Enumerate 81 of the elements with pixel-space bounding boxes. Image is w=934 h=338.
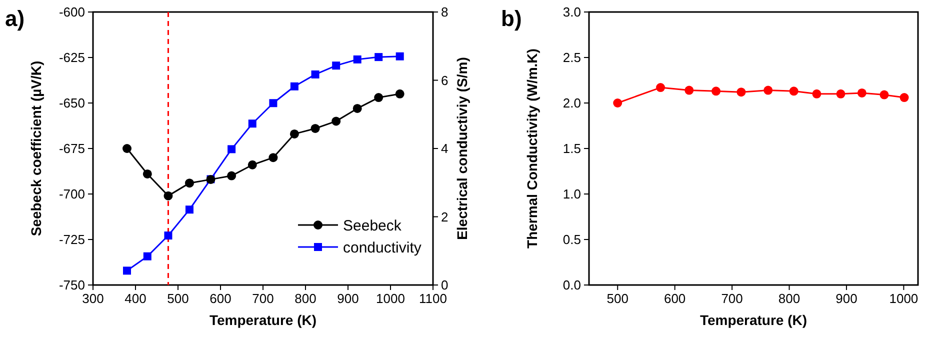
point xyxy=(164,191,173,200)
y-tick-label: 0.0 xyxy=(562,278,581,292)
y-tick-label: 2.0 xyxy=(562,96,581,110)
point xyxy=(184,178,194,188)
point xyxy=(164,232,172,240)
y-tick-label: 1.0 xyxy=(562,186,581,202)
y-tick-label: 3.0 xyxy=(562,4,581,20)
chart-title: a) xyxy=(5,6,25,31)
y-tick-label: -675 xyxy=(58,141,85,156)
chart-title: b) xyxy=(501,6,522,31)
point xyxy=(143,252,152,260)
point xyxy=(269,99,278,108)
y-tick-label: -650 xyxy=(58,96,85,110)
x-tick-label: 300 xyxy=(82,291,104,306)
y-tick-label: 0.5 xyxy=(562,232,581,247)
point xyxy=(812,89,822,98)
x-tick-label: 1000 xyxy=(889,291,918,306)
point xyxy=(396,52,404,60)
y2-tick-label: 6 xyxy=(441,72,448,88)
y-tick-label: -625 xyxy=(58,50,85,65)
x-tick-label: 900 xyxy=(337,291,359,306)
point xyxy=(228,145,236,154)
point xyxy=(248,160,257,170)
x-tick-label: 400 xyxy=(124,291,146,306)
x-tick-label: 600 xyxy=(210,291,232,306)
point xyxy=(332,116,341,126)
x-tick-label: 800 xyxy=(294,291,316,306)
legend-label: conductivity xyxy=(343,240,422,256)
point xyxy=(736,88,746,97)
point xyxy=(712,86,721,96)
x-axis-title: Temperature (K) xyxy=(700,312,808,328)
point xyxy=(764,86,773,95)
y-tick-label: -750 xyxy=(58,278,85,292)
point xyxy=(185,206,194,214)
point xyxy=(248,120,256,128)
y2-tick-label: 0 xyxy=(441,278,448,292)
point xyxy=(656,83,666,92)
x-tick-label: 700 xyxy=(721,291,743,306)
y-axis-title: Thermal Conductivity (W/m.K) xyxy=(524,48,540,248)
point xyxy=(374,93,384,102)
x-tick-label: 500 xyxy=(606,291,628,306)
point xyxy=(290,82,298,90)
y-tick-label: -725 xyxy=(58,232,85,247)
point xyxy=(227,171,236,180)
point xyxy=(123,266,131,275)
point xyxy=(857,88,866,98)
x-tick-label: 1100 xyxy=(419,291,447,306)
y-axis-title: Seebeck coefficient (µV/K) xyxy=(28,60,44,236)
point xyxy=(310,124,320,133)
x-tick-label: 1000 xyxy=(376,291,405,306)
legend-label: Seebeck xyxy=(343,218,402,234)
point xyxy=(311,70,320,78)
point xyxy=(836,89,846,98)
point xyxy=(353,55,362,64)
y-tick-label: 2.5 xyxy=(562,50,581,65)
y2-tick-label: 4 xyxy=(441,141,448,156)
x-tick-label: 800 xyxy=(778,291,800,306)
y2-tick-label: 2 xyxy=(441,209,448,224)
point xyxy=(789,86,798,96)
point xyxy=(395,89,404,98)
point xyxy=(142,169,152,178)
point xyxy=(332,62,340,70)
point xyxy=(290,129,299,138)
point xyxy=(880,90,889,100)
x-tick-label: 900 xyxy=(836,291,858,306)
x-axis-title: Temperature (K) xyxy=(209,312,317,328)
point xyxy=(684,86,694,95)
y2-axis-title: Electrical conductiviy (S/m) xyxy=(454,57,470,240)
y2-tick-label: 8 xyxy=(441,4,448,20)
point xyxy=(352,104,362,113)
x-tick-label: 700 xyxy=(252,291,274,306)
x-tick-label: 500 xyxy=(167,291,189,306)
x-tick-label: 600 xyxy=(664,291,686,306)
point xyxy=(268,153,278,162)
y-tick-label: -700 xyxy=(58,186,85,202)
point xyxy=(613,98,622,108)
y-tick-label: 1.5 xyxy=(562,141,581,156)
y-tick-label: -600 xyxy=(58,4,85,20)
point xyxy=(900,93,909,102)
point xyxy=(374,53,383,62)
point xyxy=(122,144,132,153)
